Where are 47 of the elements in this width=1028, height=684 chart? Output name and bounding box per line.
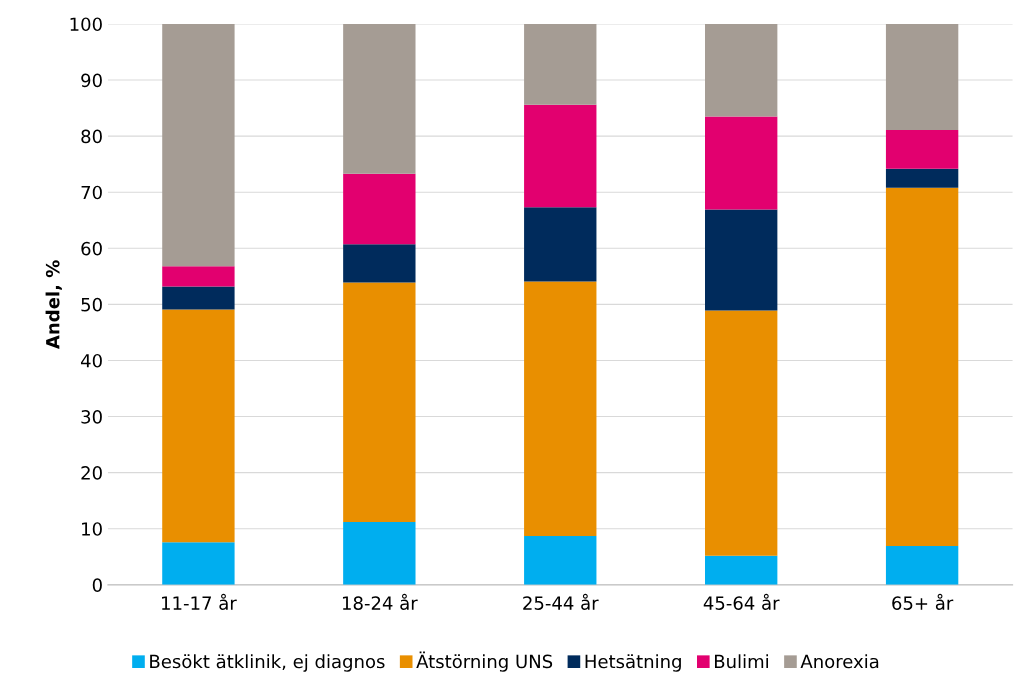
- bar: [162, 23, 235, 267]
- y-axis-title: Andel, %: [45, 260, 62, 349]
- bar: [524, 23, 597, 105]
- y-tick-label: 10: [82, 522, 102, 536]
- bar: [343, 173, 416, 245]
- bar: [885, 546, 959, 585]
- y-tick-label: 80: [81, 129, 102, 144]
- x-tick-label: 65+ år: [892, 593, 954, 610]
- bar: [705, 116, 778, 210]
- y-tick-label: 20: [81, 466, 102, 480]
- bar: [343, 522, 416, 585]
- bar: [885, 168, 959, 188]
- y-tick-label: 60: [81, 241, 102, 256]
- legend-label: Hetsätning: [585, 654, 681, 672]
- bar: [885, 23, 959, 130]
- bar: [705, 555, 778, 585]
- bar: [343, 244, 416, 283]
- bar: [705, 23, 778, 117]
- legend-label: Bulimi: [714, 654, 768, 669]
- bar: [524, 207, 597, 282]
- bar: [524, 536, 597, 585]
- y-tick-label: 50: [81, 297, 102, 312]
- x-tick-label: 18-24 år: [342, 593, 418, 610]
- bar: [162, 286, 235, 310]
- legend-label: Besökt ätklinik, ej diagnos: [150, 654, 385, 672]
- bar: [524, 281, 597, 537]
- bar: [162, 309, 235, 543]
- y-tick-label: 30: [81, 410, 102, 424]
- bar: [885, 129, 959, 169]
- bar: [343, 23, 416, 174]
- y-tick-label: 0: [92, 578, 102, 592]
- y-tick-label: 100: [70, 17, 102, 32]
- y-tick-label: 70: [81, 185, 102, 200]
- y-tick-label: 40: [80, 353, 102, 368]
- x-tick-label: 45-64 år: [703, 593, 780, 610]
- y-tick-label: 90: [81, 73, 102, 88]
- legend-label: Ätstörning UNS: [416, 651, 553, 672]
- bar: [885, 187, 959, 547]
- bar: [524, 104, 597, 208]
- legend-label: Anorexia: [800, 654, 879, 669]
- bar: [162, 542, 235, 585]
- bar: [705, 310, 778, 556]
- x-tick-label: 25-44 år: [523, 593, 599, 610]
- x-tick-label: 11-17 år: [162, 593, 237, 610]
- bar: [343, 282, 416, 522]
- bar: [705, 209, 778, 311]
- bar: [162, 266, 235, 287]
